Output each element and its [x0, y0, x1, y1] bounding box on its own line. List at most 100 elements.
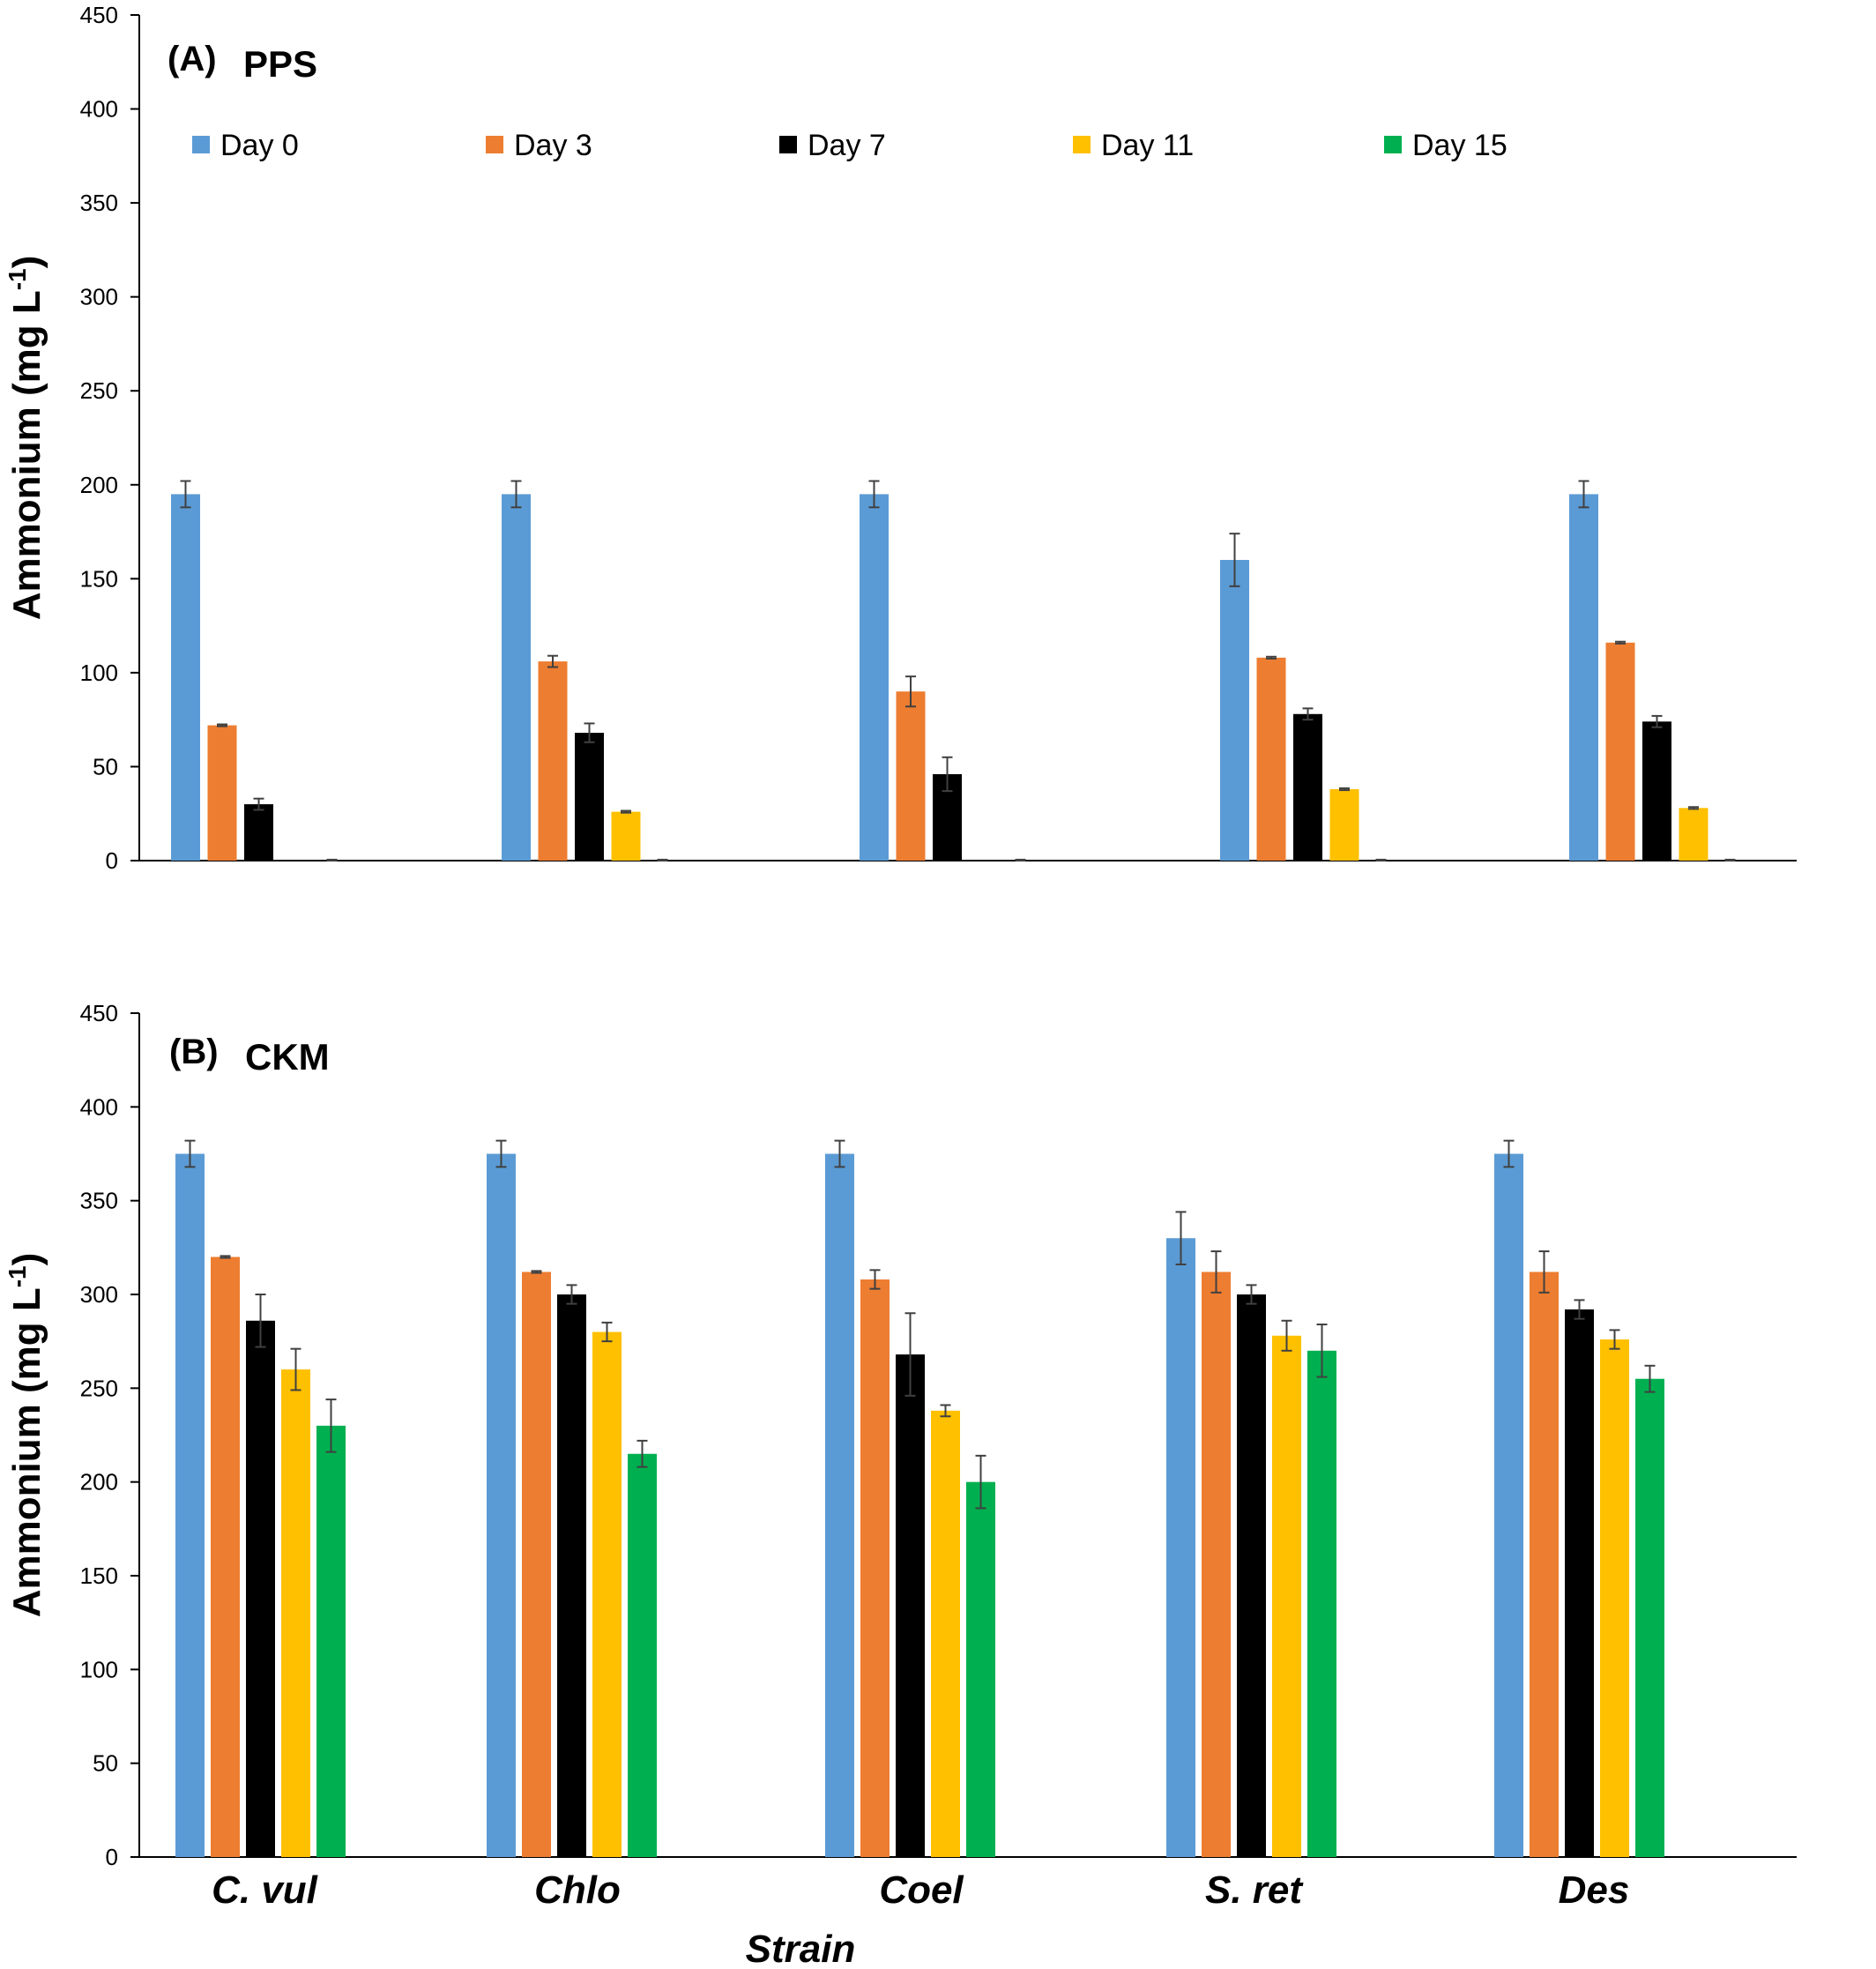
error-bar [1175, 1211, 1187, 1265]
legend-item: Day 11 [1073, 129, 1194, 162]
bar-day-3-s-ret [1202, 1272, 1231, 1857]
bar-day-11-coel [931, 1410, 960, 1857]
error-bar [834, 1139, 845, 1168]
bar-day-0-c-vul [171, 494, 200, 861]
y-tick-label: 0 [106, 847, 118, 874]
bar-day-3-s-ret [1256, 657, 1286, 861]
legend-swatch [192, 136, 210, 153]
error-bar [1688, 806, 1699, 810]
error-bar [184, 1139, 196, 1168]
category-label: Coel [879, 1868, 964, 1912]
error-bar [495, 1139, 507, 1168]
bar-day-0-chlo [502, 494, 531, 861]
panel-label: (B) [169, 1033, 219, 1071]
error-bar [1503, 1139, 1515, 1168]
error-bar [217, 723, 227, 727]
error-bar [1375, 858, 1387, 861]
category-label: S. ret [1205, 1868, 1304, 1912]
panel-title: CKM [245, 1036, 330, 1078]
y-tick-label: 0 [106, 1844, 118, 1870]
error-bar [601, 1321, 613, 1343]
bar-day-7-des [1642, 721, 1671, 861]
error-bar [1316, 1324, 1328, 1378]
bar-day-3-chlo [538, 661, 568, 861]
error-bar [1574, 1299, 1585, 1320]
error-bar [1644, 1364, 1656, 1393]
bar-day-7-c-vul [246, 1320, 275, 1857]
y-tick-label: 400 [80, 96, 118, 123]
error-bar [1609, 1329, 1620, 1350]
y-axis-label: Ammonium (mg L-1) [4, 256, 48, 621]
error-bar [1302, 707, 1314, 721]
panel-title: PPS [243, 43, 317, 85]
bar-day-3-c-vul [207, 725, 237, 861]
bar-day-15-des [1635, 1378, 1664, 1857]
error-bar [531, 1270, 542, 1274]
y-tick-label: 50 [93, 1750, 118, 1777]
bar-day-3-chlo [522, 1272, 551, 1857]
legend-item: Day 15 [1384, 129, 1508, 162]
bar-day-7-c-vul [244, 804, 273, 861]
legend-item: Day 0 [192, 129, 299, 162]
bar-day-7-chlo [575, 733, 604, 861]
error-bar [1651, 714, 1663, 728]
bar-day-7-des [1565, 1309, 1594, 1857]
bar-day-0-des [1569, 494, 1598, 861]
bar-day-7-s-ret [1293, 713, 1322, 861]
bar-day-3-coel [896, 691, 926, 861]
legend-swatch [1384, 136, 1402, 153]
bar-day-0-des [1494, 1153, 1523, 1857]
bar-day-0-c-vul [175, 1153, 205, 1857]
error-bar [1339, 787, 1350, 792]
bar-day-15-coel [966, 1481, 995, 1857]
y-tick-label: 250 [80, 1375, 118, 1401]
y-tick-label: 50 [93, 753, 118, 779]
category-label: Des [1559, 1868, 1630, 1912]
error-bar [942, 756, 953, 793]
error-bar [253, 797, 264, 811]
legend-item: Day 3 [486, 129, 592, 162]
error-bar [1724, 858, 1736, 861]
error-bar [1266, 655, 1277, 660]
bar-day-15-c-vul [316, 1425, 346, 1857]
bar-day-11-chlo [592, 1331, 622, 1857]
bar-day-3-c-vul [211, 1257, 240, 1857]
bar-day-0-chlo [487, 1153, 516, 1857]
legend-label: Day 0 [220, 129, 299, 162]
error-bar [636, 1439, 648, 1468]
error-bar [1615, 640, 1626, 645]
legend-label: Day 7 [808, 129, 886, 162]
error-bar [1246, 1284, 1257, 1305]
bar-day-7-coel [896, 1354, 925, 1857]
bar-day-3-des [1530, 1272, 1559, 1857]
error-bar [940, 1404, 951, 1418]
legend: Day 0 Day 3 Day 7 Day 11 Day 15 [192, 129, 1508, 162]
y-tick-label: 250 [80, 377, 118, 404]
legend-swatch [779, 136, 797, 153]
bar-day-3-coel [860, 1279, 890, 1857]
bar-day-15-s-ret [1307, 1350, 1336, 1857]
error-bar [869, 1269, 881, 1290]
error-bar [547, 654, 558, 668]
bar-day-11-c-vul [281, 1369, 310, 1857]
legend-label: Day 15 [1412, 129, 1508, 162]
y-tick-label: 350 [80, 1188, 118, 1214]
y-axis-label: Ammonium (mg L-1) [4, 1253, 48, 1618]
panel-ckm: 0 50 100 150 200 250 300 350 400 450 Ammonium (mg … [4, 1000, 1797, 1969]
error-bar [584, 722, 595, 743]
y-tick-label: 400 [80, 1093, 118, 1120]
panel-pps: 0 50 100 150 200 250 300 350 400 450 Ammonium (mg … [4, 2, 1797, 874]
y-tick-label: 350 [80, 190, 118, 216]
error-bar [1538, 1250, 1550, 1294]
error-bar [325, 1398, 337, 1453]
error-bar [1281, 1319, 1292, 1352]
error-bar [566, 1284, 577, 1305]
y-tick-label: 150 [80, 565, 118, 592]
legend-item: Day 7 [779, 129, 886, 162]
bar-day-7-chlo [557, 1294, 586, 1857]
bar-day-7-s-ret [1237, 1294, 1266, 1857]
error-bar [1210, 1250, 1222, 1294]
bar-day-0-s-ret [1220, 560, 1249, 861]
y-tick-label: 150 [80, 1563, 118, 1589]
